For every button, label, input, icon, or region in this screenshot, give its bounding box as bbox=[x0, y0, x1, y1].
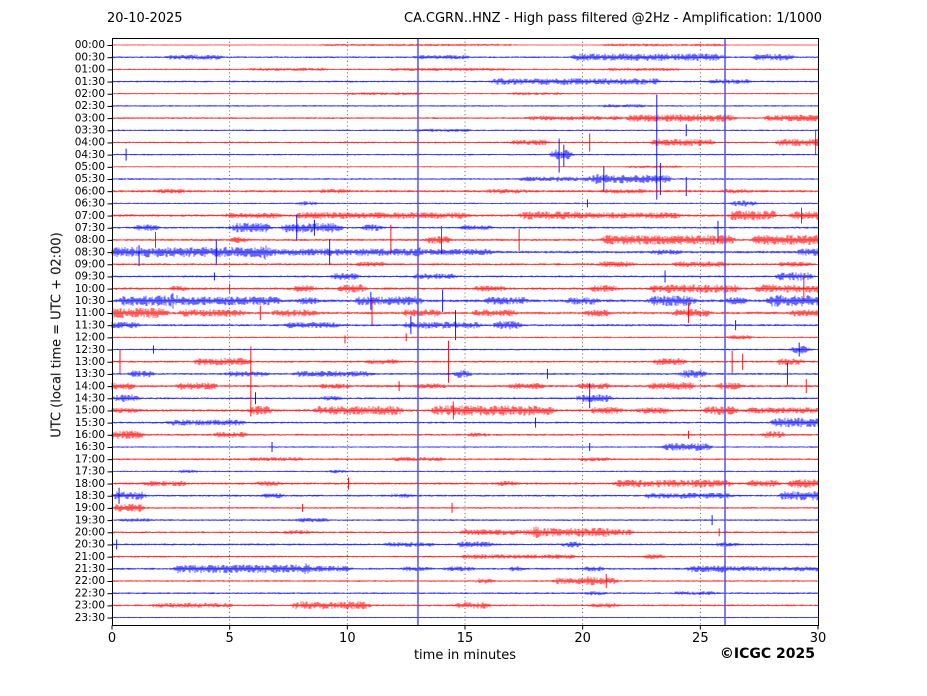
page-title: CA.CGRN..HNZ - High pass filtered @2Hz -… bbox=[404, 11, 822, 26]
date-label: 20-10-2025 bbox=[107, 11, 183, 26]
x-axis-label: time in minutes bbox=[413, 648, 517, 663]
copyright-label: ©ICGC 2025 bbox=[719, 646, 815, 662]
y-axis-label: UTC (local time = UTC + 02:00) bbox=[49, 232, 65, 438]
